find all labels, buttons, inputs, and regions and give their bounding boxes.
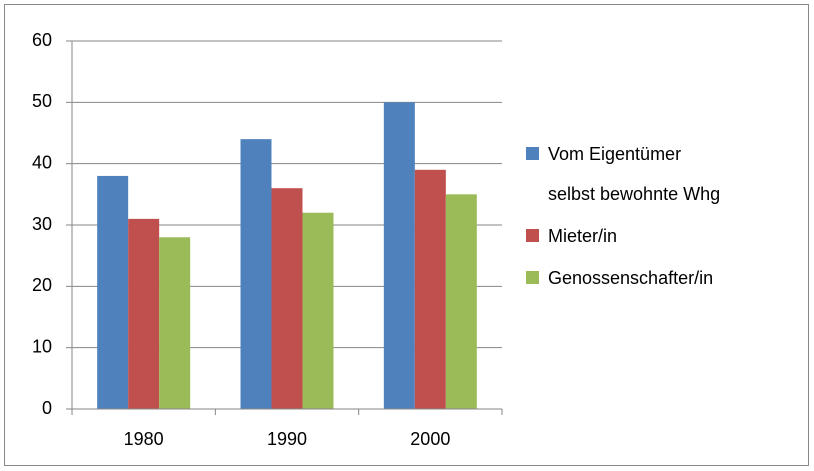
legend-label: Genossenschafter/in — [548, 268, 714, 288]
legend-item: Mieter/in — [526, 216, 806, 256]
x-tick-label: 1990 — [267, 429, 307, 449]
legend-label: Vom Eigentümer selbst bewohnte Whg — [548, 144, 721, 204]
y-tick-label: 0 — [42, 398, 52, 418]
frame — [4, 4, 809, 466]
x-tick-label: 2000 — [410, 429, 450, 449]
bar — [159, 237, 191, 409]
legend-item: Genossenschafter/in — [526, 258, 806, 298]
bar — [414, 169, 446, 409]
bar — [240, 139, 272, 409]
y-tick-label: 50 — [32, 91, 52, 111]
y-tick-label: 10 — [32, 336, 52, 356]
bar — [445, 194, 477, 409]
bar — [271, 188, 303, 409]
y-tick-label: 40 — [32, 152, 52, 172]
legend-swatch — [526, 147, 539, 160]
x-tick-label: 1980 — [124, 429, 164, 449]
bar — [302, 212, 334, 409]
bar — [383, 102, 415, 409]
legend: Vom Eigentümer selbst bewohnte Whg Mieter… — [526, 134, 806, 300]
legend-item: Vom Eigentümer selbst bewohnte Whg — [526, 134, 806, 214]
legend-swatch — [526, 271, 539, 284]
bar — [97, 175, 129, 409]
y-tick-label: 30 — [32, 214, 52, 234]
y-tick-label: 20 — [32, 275, 52, 295]
y-tick-label: 60 — [32, 30, 52, 50]
legend-label: Mieter/in — [548, 226, 618, 246]
bar — [128, 218, 160, 409]
legend-swatch — [526, 229, 539, 242]
